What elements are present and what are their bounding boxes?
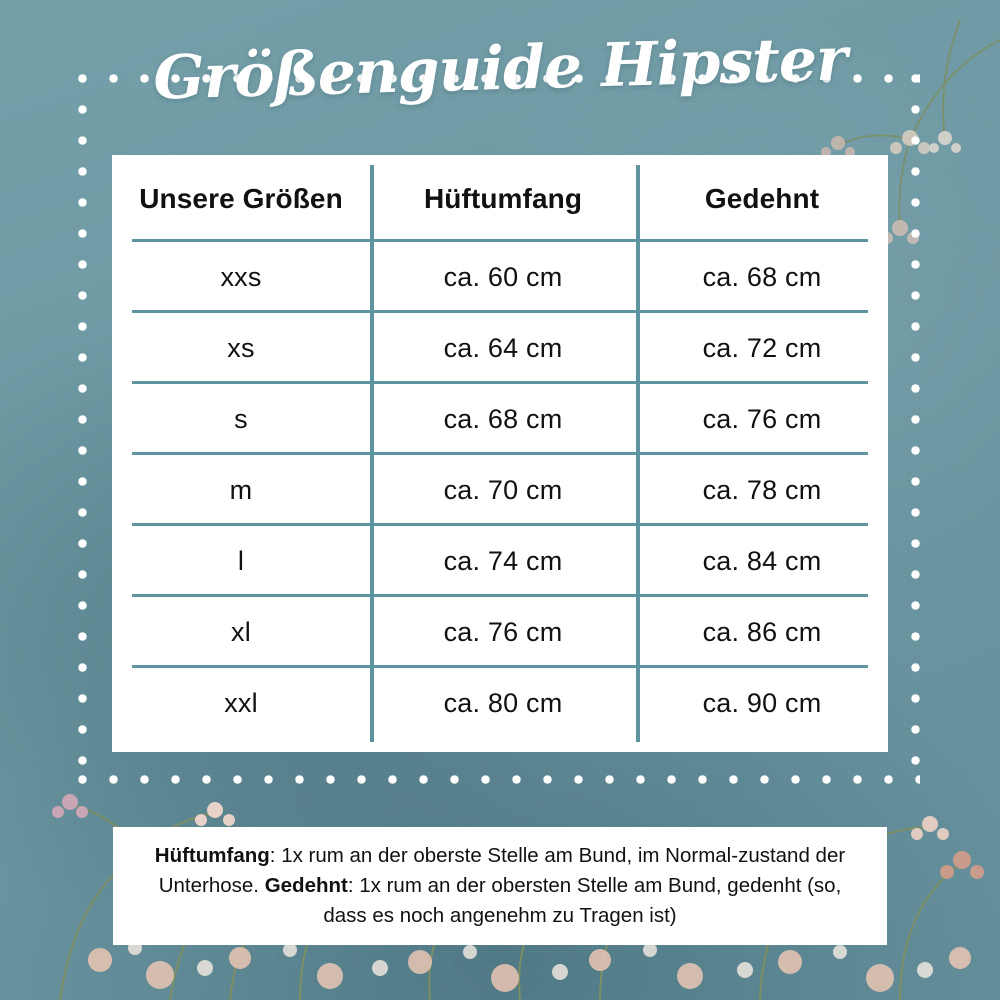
cell-stretched: ca. 86 cm (702, 617, 822, 647)
cell-hip: ca. 80 cm (443, 688, 563, 718)
dotted-frame-top (78, 74, 920, 83)
caption-text-stretched: : 1x rum an der obersten Stelle am Bund,… (323, 874, 842, 927)
cell-size: s (234, 404, 248, 434)
dotted-frame (78, 74, 920, 784)
table-row: xs ca. 64 cm ca. 72 cm (112, 313, 888, 384)
caption-text-hip: : 1x rum an der oberste Stelle am Bund, … (158, 844, 846, 897)
cell-size: l (237, 546, 245, 576)
table-row: xxl ca. 80 cm ca. 90 cm (112, 668, 888, 739)
table-header-hip: Hüftumfang (423, 182, 583, 214)
cell-hip: ca. 64 cm (443, 333, 563, 363)
cell-stretched: ca. 78 cm (702, 475, 822, 505)
table-header-sizes: Unsere Größen (139, 182, 343, 214)
cell-stretched: ca. 84 cm (702, 546, 822, 576)
dotted-frame-left (78, 74, 87, 784)
cell-stretched: ca. 76 cm (702, 404, 822, 434)
cell-hip: ca. 60 cm (443, 262, 563, 292)
table-header-row: Unsere Größen Hüftumfang Gedehnt (112, 155, 888, 242)
dotted-frame-bottom (78, 775, 920, 784)
cell-stretched: ca. 68 cm (702, 262, 822, 292)
table-header-rule (132, 239, 868, 242)
table-row: m ca. 70 cm ca. 78 cm (112, 455, 888, 526)
table-row: s ca. 68 cm ca. 76 cm (112, 384, 888, 455)
table-row-rule (132, 594, 868, 597)
cell-size: m (229, 475, 253, 505)
table-header-stretched: Gedehnt (704, 182, 820, 214)
cell-hip: ca. 76 cm (443, 617, 563, 647)
cell-stretched: ca. 90 cm (702, 688, 822, 718)
table-row-rule (132, 452, 868, 455)
cell-stretched: ca. 72 cm (702, 333, 822, 363)
table-row-rule (132, 310, 868, 313)
dotted-frame-right (911, 74, 920, 784)
cell-hip: ca. 70 cm (443, 475, 563, 505)
caption-term-stretched: Gedehnt (264, 874, 348, 897)
size-table-card: Unsere Größen Hüftumfang Gedehnt xxs ca.… (112, 155, 888, 752)
cell-size: xxl (224, 688, 258, 718)
table-row-rule (132, 665, 868, 668)
cell-size: xl (231, 617, 251, 647)
table-row-rule (132, 381, 868, 384)
table-row: xxs ca. 60 cm ca. 68 cm (112, 242, 888, 313)
cell-hip: ca. 74 cm (443, 546, 563, 576)
caption-term-hip: Hüftumfang (154, 844, 270, 867)
table-row-rule (132, 523, 868, 526)
table-row: xl ca. 76 cm ca. 86 cm (112, 597, 888, 668)
measurement-instructions-card: Hüftumfang: 1x rum an der oberste Stelle… (113, 827, 887, 945)
measurement-instructions-text: Hüftumfang: 1x rum an der oberste Stelle… (150, 841, 850, 931)
table-row: l ca. 74 cm ca. 84 cm (112, 526, 888, 597)
cell-hip: ca. 68 cm (443, 404, 563, 434)
cell-size: xs (227, 333, 255, 363)
cell-size: xxs (220, 262, 262, 292)
size-table: Unsere Größen Hüftumfang Gedehnt xxs ca.… (112, 155, 888, 752)
